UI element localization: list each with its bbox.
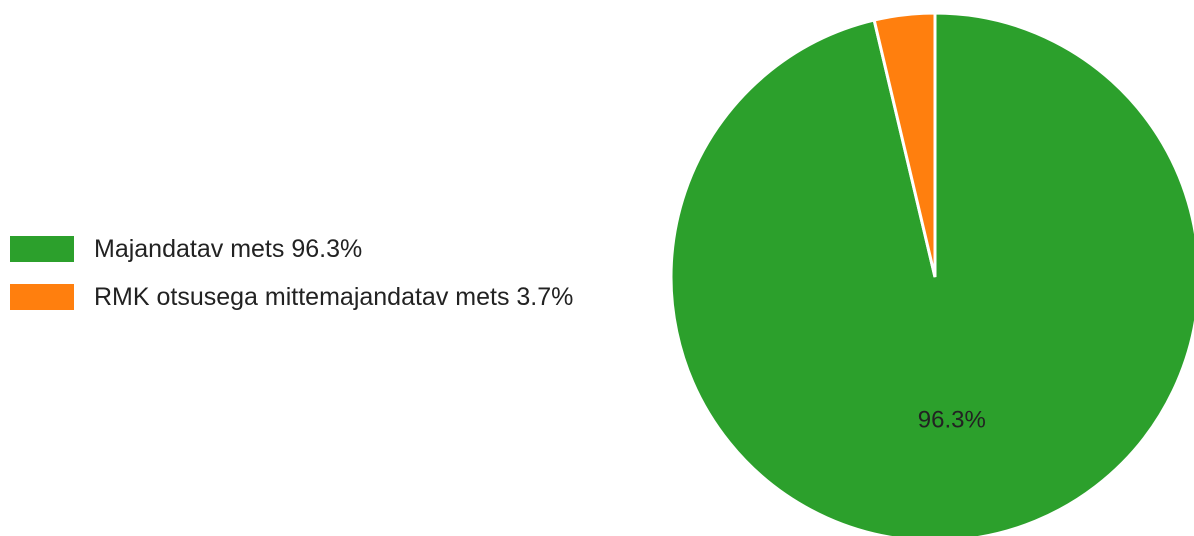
legend-swatch-majandatav-mets xyxy=(10,236,74,262)
pie-slices xyxy=(669,11,1194,536)
pie-slice-label-0: 96.3% xyxy=(918,407,986,434)
legend-label-rmk-otsusega: RMK otsusega mittemajandatav mets 3.7% xyxy=(94,283,574,311)
pie-slice-0 xyxy=(669,11,1194,536)
legend-label-majandatav-mets: Majandatav mets 96.3% xyxy=(94,235,363,263)
legend: Majandatav mets 96.3% RMK otsusega mitte… xyxy=(10,234,670,312)
legend-item-majandatav-mets: Majandatav mets 96.3% xyxy=(10,234,670,264)
pie-slice-1 xyxy=(872,11,937,278)
legend-swatch-rmk-otsusega xyxy=(10,284,74,310)
legend-item-rmk-otsusega: RMK otsusega mittemajandatav mets 3.7% xyxy=(10,282,670,312)
pie-slice-labels: 96.3% xyxy=(918,407,986,434)
